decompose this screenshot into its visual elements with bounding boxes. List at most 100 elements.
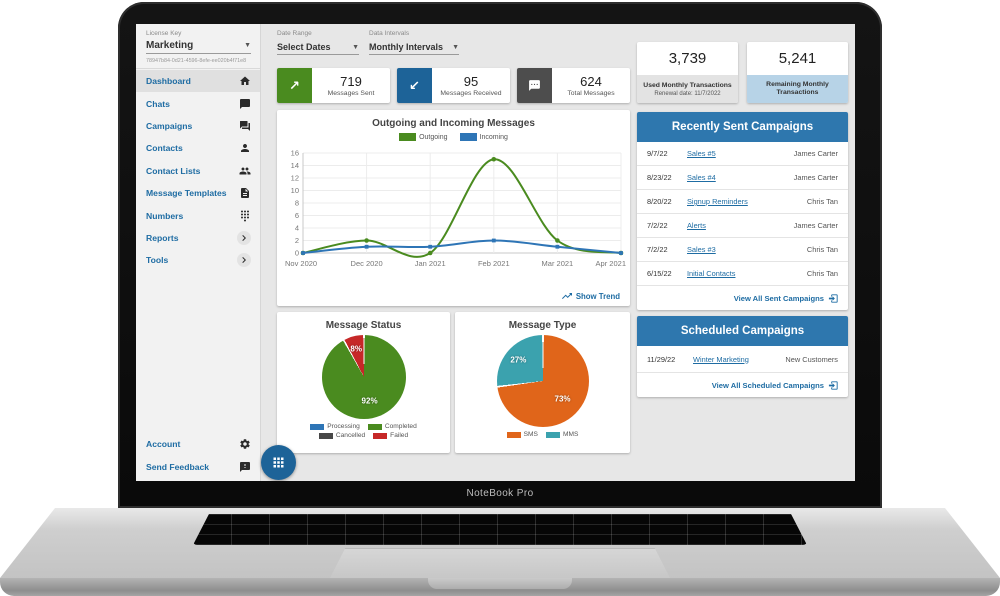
sidebar-item-tools[interactable]: Tools bbox=[136, 249, 260, 271]
table-row: 11/29/22 Winter Marketing New Customers bbox=[637, 346, 848, 373]
svg-text:Feb 2021: Feb 2021 bbox=[478, 259, 510, 268]
legend-item: Failed bbox=[373, 432, 408, 439]
chat-icon bbox=[238, 97, 251, 110]
legend-swatch bbox=[459, 133, 477, 141]
used-transactions-label: Used Monthly Transactions bbox=[643, 81, 732, 89]
legend-swatch bbox=[367, 423, 382, 430]
sidebar-nav: Dashboard Chats Campaigns Contacts bbox=[136, 70, 260, 272]
chevron-down-icon: ▼ bbox=[352, 43, 359, 51]
arrow-up-right-icon: ↗ bbox=[277, 68, 312, 103]
stat-value: 95 bbox=[463, 73, 479, 89]
home-icon bbox=[238, 75, 251, 88]
sidebar-divider bbox=[136, 68, 260, 69]
svg-text:14: 14 bbox=[291, 161, 299, 170]
campaign-link[interactable]: Alerts bbox=[687, 221, 706, 230]
legend-swatch bbox=[373, 432, 388, 439]
sidebar-item-contact-lists[interactable]: Contact Lists bbox=[136, 160, 260, 182]
arrow-down-left-icon: ↙ bbox=[397, 68, 432, 103]
svg-text:4: 4 bbox=[295, 224, 299, 233]
table-row: 6/15/22 Initial Contacts Chris Tan bbox=[637, 262, 848, 286]
license-key-select[interactable]: Marketing ▼ bbox=[146, 38, 251, 54]
legend-item: Incoming bbox=[459, 133, 508, 141]
legend-item: Cancelled bbox=[318, 432, 365, 439]
view-all-scheduled-campaigns-link[interactable]: View All Scheduled Campaigns bbox=[637, 373, 848, 397]
license-key-value: Marketing bbox=[146, 40, 194, 51]
chart-title: Message Type bbox=[508, 320, 577, 331]
sidebar-item-chats[interactable]: Chats bbox=[136, 92, 260, 114]
remaining-transactions-card: 5,241 Remaining Monthly Transactions bbox=[747, 42, 848, 103]
sidebar-footer: Account Send Feedback bbox=[136, 433, 260, 478]
data-intervals-label: Data Intervals bbox=[369, 30, 410, 37]
table-row: 7/2/22 Alerts James Carter bbox=[637, 214, 848, 238]
recently-sent-campaigns-panel: Recently Sent Campaigns 9/7/22 Sales #5 … bbox=[637, 112, 848, 310]
campaign-link[interactable]: Signup Reminders bbox=[687, 197, 748, 206]
license-key-id: 78947b84-0d21-4596-8efe-ee020b4f71e8 bbox=[146, 58, 247, 64]
stat-value: 624 bbox=[580, 73, 602, 89]
chart-title: Message Status bbox=[325, 320, 402, 331]
legend-item: MMS bbox=[545, 431, 578, 438]
chevron-right-icon bbox=[237, 253, 251, 268]
used-transactions-value: 3,739 bbox=[668, 50, 707, 67]
laptop-trackpad bbox=[330, 548, 670, 578]
legend-item: Completed bbox=[367, 423, 417, 430]
sidebar-item-dashboard[interactable]: Dashboard bbox=[136, 70, 260, 93]
campaign-link[interactable]: Sales #4 bbox=[687, 173, 716, 182]
legend-swatch bbox=[399, 133, 417, 141]
message-type-pie: 73% 27% bbox=[496, 335, 589, 427]
stat-label: Messages Received bbox=[440, 89, 502, 97]
data-intervals-select[interactable]: Monthly Intervals ▼ bbox=[369, 40, 459, 55]
campaign-link[interactable]: Sales #3 bbox=[687, 245, 716, 254]
table-row: 8/20/22 Signup Reminders Chris Tan bbox=[637, 190, 848, 214]
sidebar-item-campaigns[interactable]: Campaigns bbox=[136, 115, 260, 137]
table-row: 7/2/22 Sales #3 Chris Tan bbox=[637, 238, 848, 262]
stat-value: 719 bbox=[340, 73, 362, 89]
laptop-lid-notch bbox=[428, 578, 572, 589]
date-range-filter: Date Range Select Dates ▼ bbox=[277, 30, 359, 55]
exit-to-app-icon bbox=[828, 380, 838, 390]
message-type-legend: SMS MMS bbox=[455, 431, 630, 438]
campaign-link[interactable]: Sales #5 bbox=[687, 149, 716, 158]
chevron-down-icon: ▼ bbox=[452, 43, 459, 51]
remaining-transactions-label: Remaining Monthly bbox=[766, 81, 829, 88]
sidebar-item-numbers[interactable]: Numbers bbox=[136, 204, 260, 226]
svg-text:10: 10 bbox=[291, 186, 299, 195]
stat-label: Messages Sent bbox=[327, 89, 375, 97]
feedback-icon bbox=[238, 460, 251, 473]
sidebar-item-reports[interactable]: Reports bbox=[136, 227, 260, 249]
pie-value-label: 73% bbox=[554, 394, 571, 404]
legend-swatch bbox=[506, 431, 521, 438]
sidebar-item-message-templates[interactable]: Message Templates bbox=[136, 182, 260, 204]
view-all-sent-campaigns-link[interactable]: View All Sent Campaigns bbox=[637, 286, 848, 310]
message-status-card: Message Status 92% 8% Processing Completed… bbox=[277, 312, 450, 453]
campaign-link[interactable]: Winter Marketing bbox=[693, 354, 749, 364]
date-range-select[interactable]: Select Dates ▼ bbox=[277, 40, 359, 55]
legend-swatch bbox=[545, 431, 560, 438]
panel-title: Recently Sent Campaigns bbox=[637, 112, 848, 142]
table-row: 9/7/22 Sales #5 James Carter bbox=[637, 142, 848, 166]
chevron-down-icon: ▼ bbox=[244, 42, 251, 49]
show-trend-button[interactable]: Show Trend bbox=[561, 290, 620, 302]
sidebar: License Key Marketing ▼ 78947b84-0d21-45… bbox=[136, 24, 261, 481]
laptop-brand-label: NoteBook Pro bbox=[466, 488, 534, 499]
stat-label: Total Messages bbox=[567, 89, 615, 97]
svg-text:Jan 2021: Jan 2021 bbox=[415, 259, 446, 268]
document-icon bbox=[238, 187, 251, 200]
stat-card-messages-sent: ↗ 719 Messages Sent bbox=[277, 68, 390, 103]
message-status-pie: 92% 8% bbox=[321, 335, 406, 419]
svg-text:Nov 2020: Nov 2020 bbox=[285, 259, 317, 268]
svg-text:0: 0 bbox=[295, 249, 299, 258]
sidebar-item-contacts[interactable]: Contacts bbox=[136, 137, 260, 159]
campaign-link[interactable]: Initial Contacts bbox=[687, 269, 736, 278]
svg-text:Mar 2021: Mar 2021 bbox=[542, 259, 574, 268]
sidebar-item-account[interactable]: Account bbox=[136, 433, 260, 455]
sidebar-item-send-feedback[interactable]: Send Feedback bbox=[136, 456, 260, 478]
svg-text:6: 6 bbox=[295, 211, 299, 220]
pie-value-label: 27% bbox=[510, 355, 527, 365]
stat-card-total-messages: 624 Total Messages bbox=[517, 68, 630, 103]
legend-item: SMS bbox=[506, 431, 538, 438]
apps-grid-button[interactable] bbox=[261, 445, 296, 480]
chart-title: Outgoing and Incoming Messages bbox=[372, 118, 535, 129]
grid-icon bbox=[273, 457, 284, 468]
people-group-icon bbox=[238, 164, 251, 177]
